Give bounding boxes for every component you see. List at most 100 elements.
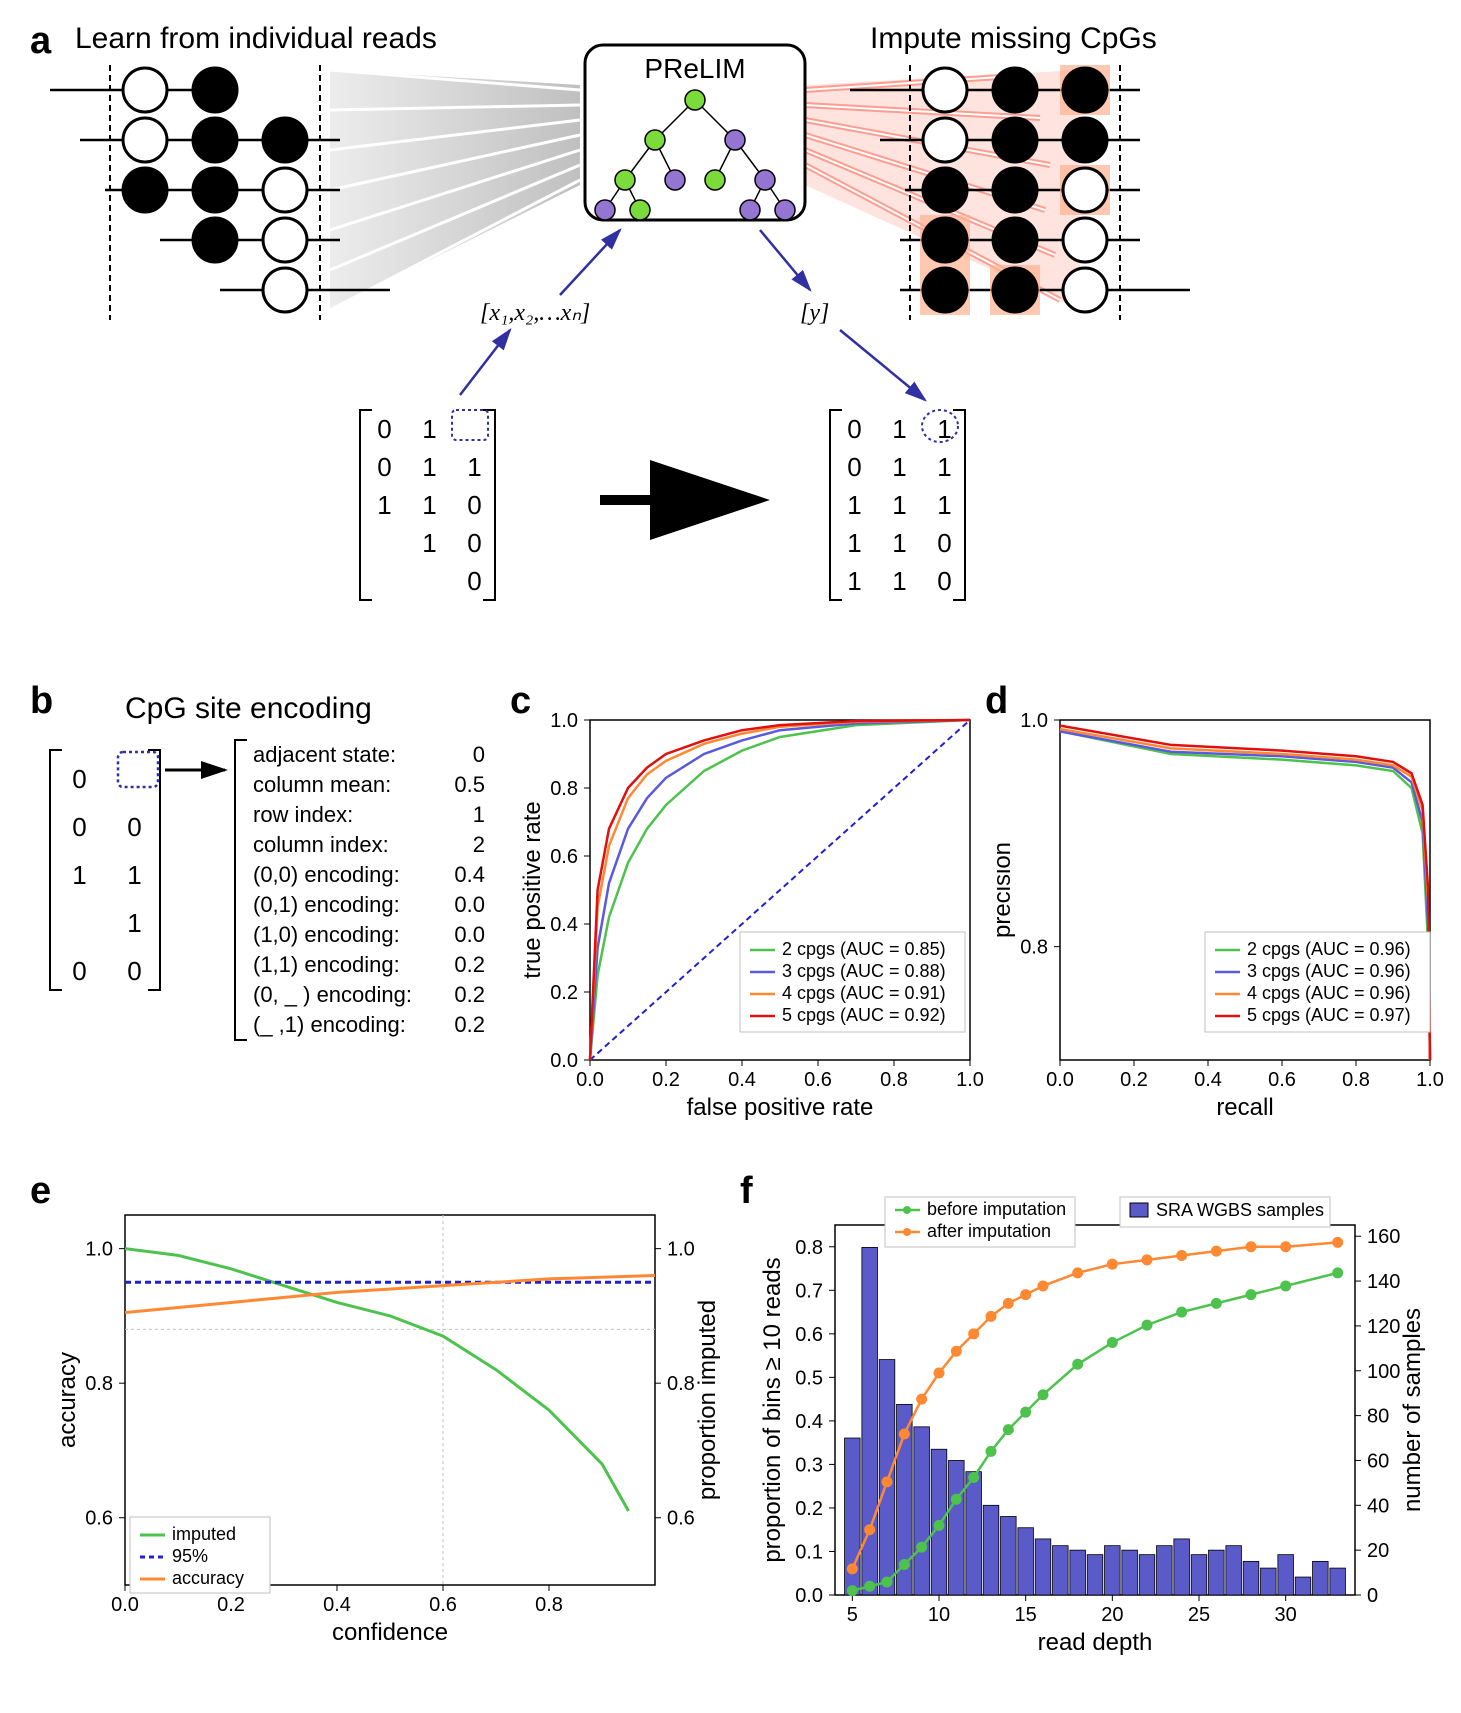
matrix-left: 01011110100 [360,410,495,600]
svg-text:1: 1 [377,490,391,520]
svg-text:95%: 95% [172,1546,208,1566]
svg-text:0.6: 0.6 [550,846,578,868]
svg-text:0.4: 0.4 [323,1594,351,1616]
panel-e-svg: 0.00.20.40.60.80.60.81.0confidenceaccura… [40,1195,740,1695]
svg-text:5: 5 [847,1604,858,1626]
formula-y: [y] [800,300,829,326]
prelim-box: PReLIM [585,45,805,220]
svg-text:0: 0 [467,566,481,596]
svg-text:1.0: 1.0 [956,1069,984,1091]
svg-text:0.2: 0.2 [454,952,485,977]
svg-text:0.1: 0.1 [795,1541,823,1563]
svg-text:0.6: 0.6 [804,1069,832,1091]
svg-text:1.0: 1.0 [1020,710,1048,732]
svg-text:1: 1 [892,528,906,558]
svg-text:number of samples: number of samples [1399,1308,1426,1512]
svg-text:0.8: 0.8 [1020,937,1048,959]
svg-text:1: 1 [937,414,951,444]
svg-text:100: 100 [1367,1361,1400,1383]
svg-text:0.8: 0.8 [1342,1069,1370,1091]
svg-text:before imputation: before imputation [927,1199,1066,1219]
svg-text:0.4: 0.4 [550,914,578,936]
svg-text:0.3: 0.3 [795,1454,823,1476]
panel-f-svg: 510152025300.00.10.20.30.40.50.60.70.802… [750,1195,1450,1695]
svg-text:2 cpgs (AUC = 0.85): 2 cpgs (AUC = 0.85) [782,939,946,959]
svg-text:0.4: 0.4 [728,1069,756,1091]
svg-text:confidence: confidence [332,1619,448,1646]
svg-text:1: 1 [127,860,141,890]
svg-text:column mean:: column mean: [253,772,391,797]
svg-text:(1,0) encoding:: (1,0) encoding: [253,922,400,947]
svg-text:(0,1) encoding:: (0,1) encoding: [253,892,400,917]
svg-text:1: 1 [72,860,86,890]
svg-text:0: 0 [937,566,951,596]
svg-text:0.8: 0.8 [880,1069,908,1091]
svg-text:column index:: column index: [253,832,389,857]
svg-text:1: 1 [467,452,481,482]
svg-text:0.0: 0.0 [795,1585,823,1607]
svg-text:(0,0) encoding:: (0,0) encoding: [253,862,400,887]
panel-d-svg: 0.00.20.40.60.81.00.81.0recallprecision2… [995,700,1455,1140]
svg-text:20: 20 [1101,1604,1123,1626]
svg-text:0.6: 0.6 [795,1324,823,1346]
svg-text:0.6: 0.6 [1268,1069,1296,1091]
svg-text:0.5: 0.5 [795,1367,823,1389]
figure-container: a b c d e f Learn from individual reads … [20,20,1441,1693]
svg-text:1: 1 [422,490,436,520]
svg-text:2: 2 [473,832,485,857]
svg-text:0.0: 0.0 [576,1069,604,1091]
svg-text:0: 0 [127,812,141,842]
svg-text:4 cpgs (AUC = 0.91): 4 cpgs (AUC = 0.91) [782,983,946,1003]
svg-text:0.2: 0.2 [1120,1069,1148,1091]
svg-text:0.6: 0.6 [85,1508,113,1530]
svg-text:0: 0 [937,528,951,558]
svg-text:2 cpgs (AUC = 0.96): 2 cpgs (AUC = 0.96) [1247,939,1411,959]
svg-text:160: 160 [1367,1226,1400,1248]
panel-label-b: b [30,680,53,723]
svg-text:proportion of bins ≥ 10 reads: proportion of bins ≥ 10 reads [759,1257,786,1562]
svg-text:0: 0 [847,414,861,444]
svg-text:adjacent state:: adjacent state: [253,742,396,767]
svg-text:1.0: 1.0 [1416,1069,1444,1091]
svg-text:5 cpgs (AUC = 0.97): 5 cpgs (AUC = 0.97) [1247,1005,1411,1025]
svg-text:40: 40 [1367,1495,1389,1517]
svg-text:0.7: 0.7 [795,1280,823,1302]
svg-text:imputed: imputed [172,1524,236,1544]
svg-text:1: 1 [422,528,436,558]
svg-text:4 cpgs (AUC = 0.96): 4 cpgs (AUC = 0.96) [1247,983,1411,1003]
svg-text:0.0: 0.0 [550,1050,578,1072]
svg-text:25: 25 [1188,1604,1210,1626]
svg-text:1.0: 1.0 [667,1239,695,1261]
svg-text:(1,1) encoding:: (1,1) encoding: [253,952,400,977]
svg-text:0: 0 [72,764,86,794]
svg-text:20: 20 [1367,1540,1389,1562]
svg-text:30: 30 [1275,1604,1297,1626]
svg-text:recall: recall [1216,1094,1273,1121]
svg-text:0.6: 0.6 [667,1508,695,1530]
svg-text:0.8: 0.8 [667,1373,695,1395]
svg-text:precision: precision [995,842,1016,938]
svg-text:0.8: 0.8 [535,1594,563,1616]
svg-text:after imputation: after imputation [927,1221,1051,1241]
svg-text:read depth: read depth [1038,1629,1153,1656]
panel-c-svg: 0.00.20.40.60.81.00.00.20.40.60.81.0fals… [520,700,990,1140]
svg-text:1: 1 [892,452,906,482]
svg-text:false positive rate: false positive rate [687,1094,874,1121]
panel-a-svg: PReLIM [x₁,x₂,…xₙ] [y] 01011110100 01101… [30,30,1430,680]
svg-text:0: 0 [1367,1585,1378,1607]
svg-text:1.0: 1.0 [550,710,578,732]
svg-text:(0, _ ) encoding:: (0, _ ) encoding: [253,982,412,1007]
svg-text:0.4: 0.4 [454,862,485,887]
svg-text:3 cpgs (AUC = 0.96): 3 cpgs (AUC = 0.96) [1247,961,1411,981]
svg-text:1: 1 [937,452,951,482]
svg-text:1: 1 [847,528,861,558]
formula-x: [x₁,x₂,…xₙ] [480,300,590,326]
svg-text:0.2: 0.2 [217,1594,245,1616]
svg-text:1: 1 [422,414,436,444]
svg-text:15: 15 [1015,1604,1037,1626]
svg-text:1.0: 1.0 [85,1239,113,1261]
panel-b-svg: 00011100 adjacent state:0column mean:0.5… [30,730,510,1090]
svg-text:1: 1 [847,566,861,596]
svg-text:1: 1 [473,802,485,827]
svg-text:SRA WGBS samples: SRA WGBS samples [1156,1200,1324,1220]
